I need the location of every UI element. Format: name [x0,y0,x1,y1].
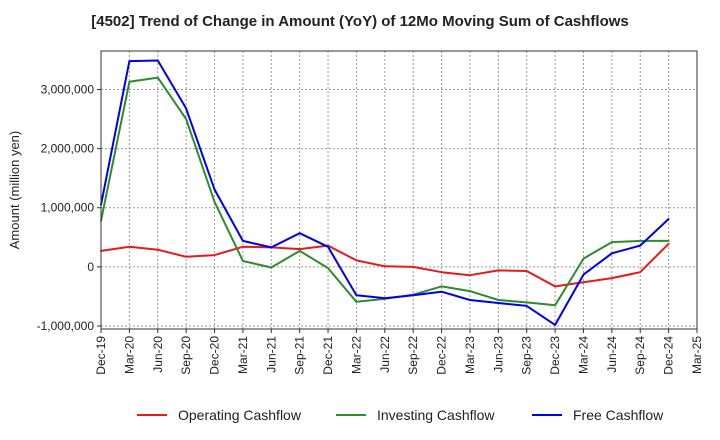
series-layer [100,59,670,326]
x-tick-label: Sep-20 [179,336,193,375]
chart-title: [4502] Trend of Change in Amount (YoY) o… [91,13,629,30]
x-tick-label: Jun-24 [605,336,619,373]
y-tick-label: 1,000,000 [41,201,95,215]
y-tick-label: 3,000,000 [41,82,95,96]
series-line [100,242,670,288]
x-tick-label: Dec-20 [208,336,222,375]
y-axis-title: Amount (million yen) [7,131,22,250]
x-tick-label: Dec-23 [548,336,562,375]
x-tick-label: Sep-21 [293,336,307,375]
x-tick-label: Jun-20 [151,336,165,373]
x-tick-label: Mar-20 [122,336,136,374]
legend-label: Investing Cashflow [377,407,495,423]
x-tick-label: Jun-21 [264,336,278,373]
legend-label: Operating Cashflow [178,407,302,423]
y-tick-label: 0 [87,260,94,274]
x-tick-label: Sep-24 [633,336,647,375]
x-tick-label: Jun-22 [378,336,392,373]
x-tick-label: Sep-23 [520,336,534,375]
x-tick-label: Mar-23 [463,336,477,374]
x-tick-label: Mar-22 [349,336,363,374]
series-line [100,59,670,326]
x-tick-label: Dec-19 [94,336,108,375]
x-tick-label: Dec-22 [435,336,449,375]
legend: Operating Cashflow Investing Cashflow Free… [137,407,664,423]
y-axis: -1,000,000 0 1,000,000 2,000,000 3,000,000 [37,82,101,333]
x-tick-label: Mar-24 [576,336,590,374]
legend-label: Free Cashflow [573,407,664,423]
y-tick-label: -1,000,000 [37,319,95,333]
x-axis: Dec-19 Mar-20 Jun-20 Sep-20 Dec-20 Mar-21 Jun-… [94,329,704,375]
grid-layer [101,51,697,329]
plot-frame [100,50,698,330]
x-tick-label: Dec-21 [321,336,335,375]
x-tick-label: Sep-22 [406,336,420,375]
x-tick-label: Mar-25 [690,336,704,374]
x-tick-label: Dec-24 [662,336,676,375]
y-tick-label: 2,000,000 [41,142,95,156]
x-tick-label: Jun-23 [491,336,505,373]
x-tick-label: Mar-21 [236,336,250,374]
